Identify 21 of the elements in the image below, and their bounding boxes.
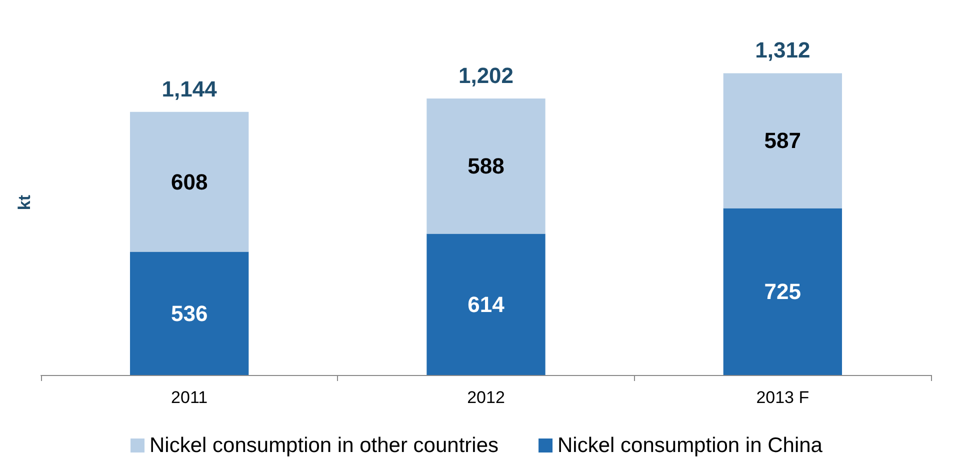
x-tick-label: 2012 bbox=[467, 388, 505, 407]
total-label: 1,312 bbox=[755, 38, 810, 63]
bar bbox=[426, 234, 546, 375]
bar bbox=[426, 98, 546, 234]
data-label: 587 bbox=[764, 128, 802, 154]
y-axis-title: kt bbox=[15, 194, 34, 210]
total-label: 1,144 bbox=[162, 76, 218, 102]
legend-label: Nickel consumption in China bbox=[558, 434, 823, 457]
bar bbox=[723, 208, 842, 375]
x-tick-label: 2011 bbox=[171, 388, 208, 407]
bar bbox=[723, 73, 842, 208]
data-label: 536 bbox=[170, 300, 208, 326]
bar bbox=[130, 112, 249, 252]
data-label: 588 bbox=[468, 154, 504, 179]
legend-label: Nickel consumption in other countries bbox=[150, 434, 499, 457]
data-label: 608 bbox=[170, 169, 208, 194]
x-tick-label: 2013 F bbox=[756, 388, 810, 407]
total-label: 1,202 bbox=[458, 63, 514, 88]
bar bbox=[130, 252, 249, 375]
data-label: 614 bbox=[468, 292, 506, 317]
data-label: 725 bbox=[764, 279, 802, 304]
